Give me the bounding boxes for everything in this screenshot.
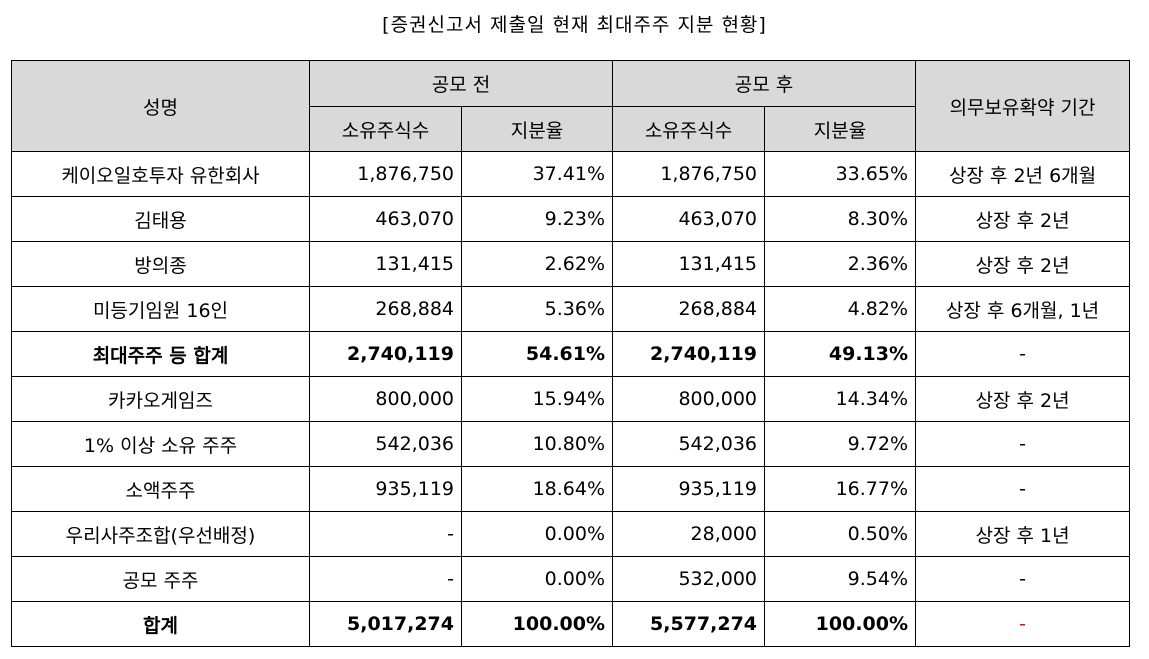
row-before-ratio: 0.00% (460, 556, 614, 602)
row-before-shares: 935,119 (309, 466, 462, 512)
row-name: 방의종 (11, 241, 310, 287)
row-after-ratio: 100.00% (764, 601, 917, 647)
shareholder-table: 성명 공모 전 공모 후 의무보유확약 기간 소유주식수 지분율 소유주식수 지… (11, 60, 1131, 647)
row-lockup: 상장 후 2년 (915, 376, 1131, 422)
table-row: 1% 이상 소유 주주 542,036 10.80% 542,036 9.72%… (11, 421, 1131, 467)
row-before-shares: 542,036 (309, 421, 462, 467)
table-row: 미등기임원 16인 268,884 5.36% 268,884 4.82% 상장… (11, 286, 1131, 332)
row-after-ratio: 16.77% (764, 466, 917, 512)
row-lockup: - (915, 331, 1131, 377)
row-before-ratio: 37.41% (460, 151, 614, 197)
row-name: 우리사주조합(우선배정) (11, 511, 310, 557)
table-body: 케이오일호투자 유한회사 1,876,750 37.41% 1,876,750 … (11, 151, 1131, 647)
table-row: 방의종 131,415 2.62% 131,415 2.36% 상장 후 2년 (11, 241, 1131, 287)
row-before-ratio: 15.94% (460, 376, 614, 422)
row-after-ratio: 9.72% (764, 421, 917, 467)
row-lockup: - (915, 601, 1131, 647)
row-before-ratio: 5.36% (460, 286, 614, 332)
row-name: 최대주주 등 합계 (11, 331, 310, 377)
header-after-offering: 공모 후 (612, 60, 917, 107)
row-before-shares: 131,415 (309, 241, 462, 287)
row-after-ratio: 4.82% (764, 286, 917, 332)
row-before-shares: 463,070 (309, 196, 462, 242)
row-lockup: 상장 후 6개월, 1년 (915, 286, 1131, 332)
row-lockup: - (915, 556, 1131, 602)
row-after-shares: 2,740,119 (612, 331, 766, 377)
row-name: 1% 이상 소유 주주 (11, 421, 310, 467)
row-before-ratio: 2.62% (460, 241, 614, 287)
row-before-shares: 1,876,750 (309, 151, 462, 197)
row-lockup: - (915, 421, 1131, 467)
row-after-ratio: 2.36% (764, 241, 917, 287)
table-row: 카카오게임즈 800,000 15.94% 800,000 14.34% 상장 … (11, 376, 1131, 422)
row-before-shares: 268,884 (309, 286, 462, 332)
row-name: 케이오일호투자 유한회사 (11, 151, 310, 197)
row-lockup: - (915, 466, 1131, 512)
header-name: 성명 (11, 60, 310, 152)
table-row: 공모 주주 - 0.00% 532,000 9.54% - (11, 556, 1131, 602)
row-before-ratio: 9.23% (460, 196, 614, 242)
row-before-shares: - (309, 556, 462, 602)
row-name: 공모 주주 (11, 556, 310, 602)
table-row: 김태용 463,070 9.23% 463,070 8.30% 상장 후 2년 (11, 196, 1131, 242)
table-title: [증권신고서 제출일 현재 최대주주 지분 현황] (382, 14, 767, 36)
table-row: 케이오일호투자 유한회사 1,876,750 37.41% 1,876,750 … (11, 151, 1131, 197)
table-row-subtotal: 최대주주 등 합계 2,740,119 54.61% 2,740,119 49.… (11, 331, 1131, 377)
row-after-ratio: 9.54% (764, 556, 917, 602)
row-name: 합계 (11, 601, 310, 647)
row-after-shares: 532,000 (612, 556, 766, 602)
row-after-shares: 542,036 (612, 421, 766, 467)
row-after-ratio: 14.34% (764, 376, 917, 422)
row-before-ratio: 54.61% (460, 331, 614, 377)
row-before-shares: 5,017,274 (309, 601, 462, 647)
row-after-shares: 28,000 (612, 511, 766, 557)
row-before-ratio: 18.64% (460, 466, 614, 512)
table-row: 소액주주 935,119 18.64% 935,119 16.77% - (11, 466, 1131, 512)
header-before-shares: 소유주식수 (309, 106, 462, 152)
table-row-total: 합계 5,017,274 100.00% 5,577,274 100.00% - (11, 601, 1131, 647)
row-after-shares: 935,119 (612, 466, 766, 512)
header-before-offering: 공모 전 (308, 60, 614, 107)
row-lockup: 상장 후 1년 (915, 511, 1131, 557)
header-after-ratio: 지분율 (764, 106, 917, 152)
row-lockup: 상장 후 2년 (915, 196, 1131, 242)
row-lockup: 상장 후 2년 (915, 241, 1131, 287)
header-after-shares: 소유주식수 (612, 106, 766, 152)
row-before-shares: 2,740,119 (309, 331, 462, 377)
row-name: 카카오게임즈 (11, 376, 310, 422)
row-after-shares: 463,070 (612, 196, 766, 242)
row-name: 미등기임원 16인 (11, 286, 310, 332)
row-after-shares: 800,000 (612, 376, 766, 422)
row-after-shares: 1,876,750 (612, 151, 766, 197)
row-after-ratio: 33.65% (764, 151, 917, 197)
header-lockup-period: 의무보유확약 기간 (915, 60, 1131, 152)
table-row: 우리사주조합(우선배정) - 0.00% 28,000 0.50% 상장 후 1… (11, 511, 1131, 557)
row-before-ratio: 100.00% (460, 601, 614, 647)
row-name: 김태용 (11, 196, 310, 242)
row-lockup: 상장 후 2년 6개월 (915, 151, 1131, 197)
row-after-ratio: 49.13% (764, 331, 917, 377)
row-before-shares: 800,000 (309, 376, 462, 422)
row-after-ratio: 0.50% (764, 511, 917, 557)
row-after-shares: 5,577,274 (612, 601, 766, 647)
row-after-ratio: 8.30% (764, 196, 917, 242)
row-after-shares: 268,884 (612, 286, 766, 332)
row-before-shares: - (309, 511, 462, 557)
row-before-ratio: 0.00% (460, 511, 614, 557)
row-name: 소액주주 (11, 466, 310, 512)
header-before-ratio: 지분율 (460, 106, 614, 152)
row-before-ratio: 10.80% (460, 421, 614, 467)
row-after-shares: 131,415 (612, 241, 766, 287)
table-header: 성명 공모 전 공모 후 의무보유확약 기간 소유주식수 지분율 소유주식수 지… (11, 60, 1131, 152)
